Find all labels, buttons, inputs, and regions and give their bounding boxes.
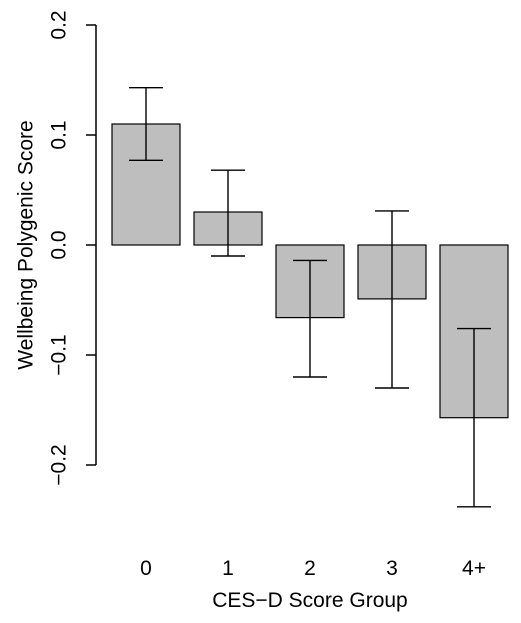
error-bar <box>293 259 327 378</box>
y-axis-title: Wellbeing Polygenic Score <box>15 120 38 369</box>
error-bar <box>457 327 491 508</box>
y-tick-label: −0.2 <box>48 444 71 485</box>
y-tick-label: 0.1 <box>48 120 71 149</box>
x-tick-label: 3 <box>386 557 398 580</box>
y-tick-label: 0.2 <box>48 10 71 39</box>
error-bar <box>129 86 163 162</box>
x-tick-label: 1 <box>222 557 234 580</box>
x-tick-label: 4+ <box>462 557 486 580</box>
y-tick-label: 0.0 <box>48 230 71 259</box>
error-bar <box>375 210 409 389</box>
y-tick-label: −0.1 <box>48 334 71 375</box>
x-tick-label: 0 <box>140 557 152 580</box>
x-tick-label: 2 <box>304 557 316 580</box>
error-bars <box>129 86 491 508</box>
error-bar <box>211 169 245 257</box>
y-axis: −0.2 −0.1 0.0 0.1 0.2 <box>48 10 97 486</box>
x-axis-title: CES−D Score Group <box>212 589 408 612</box>
x-tick-labels: 0 1 2 3 4+ <box>140 557 486 580</box>
